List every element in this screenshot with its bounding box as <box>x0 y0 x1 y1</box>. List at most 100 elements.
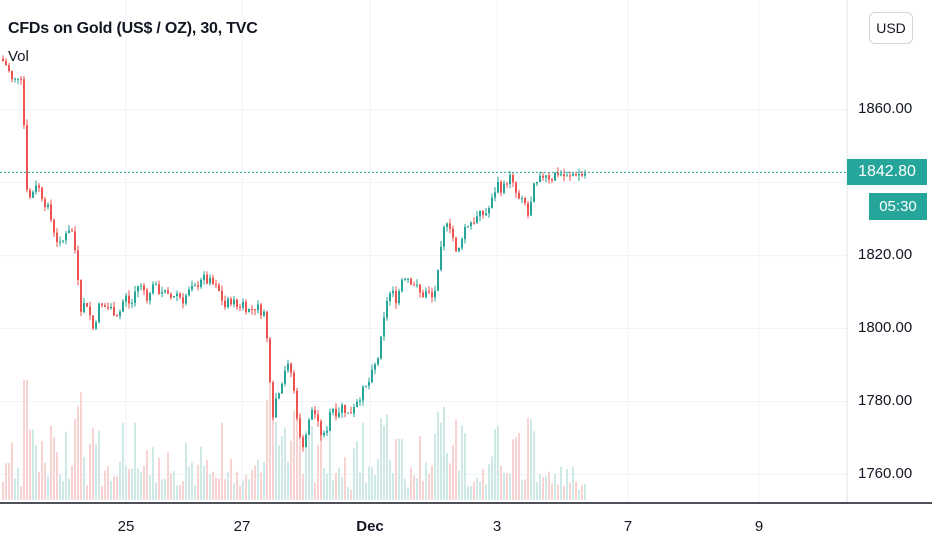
candle <box>275 392 277 418</box>
volume-bar <box>143 466 145 500</box>
volume-bar <box>371 467 373 500</box>
candle-body <box>5 61 7 66</box>
volume-bar <box>128 468 130 500</box>
candle-body <box>308 419 310 435</box>
candle <box>398 288 400 306</box>
volume-bar <box>491 456 493 500</box>
volume-bar <box>191 462 193 500</box>
candle <box>347 412 349 414</box>
candle <box>299 414 301 439</box>
candle-body <box>509 175 511 185</box>
volume-bar <box>212 471 214 500</box>
volume-bar <box>104 470 106 500</box>
candle-body <box>182 297 184 304</box>
volume-bar <box>521 480 523 500</box>
volume-bar <box>239 485 241 500</box>
candle <box>125 292 127 307</box>
volume-bar <box>533 431 535 500</box>
volume-bar <box>506 473 508 500</box>
candle-body <box>467 226 469 228</box>
volume-bar <box>275 422 277 500</box>
candle-body <box>263 311 265 316</box>
volume-bar <box>209 474 211 500</box>
volume-bar <box>539 474 541 500</box>
volume-bar <box>575 481 577 500</box>
candle-body <box>239 307 241 309</box>
candle <box>248 308 250 313</box>
candle-body <box>545 175 547 178</box>
candle-body <box>215 284 217 286</box>
candle-body <box>431 292 433 298</box>
volume-bar <box>497 425 499 500</box>
candle-body <box>371 369 373 382</box>
volume-bar <box>581 485 583 500</box>
candle-body <box>533 183 535 202</box>
candle-body <box>332 408 334 413</box>
candle <box>437 269 439 292</box>
candle-body <box>20 78 22 80</box>
candle-body <box>65 233 67 241</box>
candle <box>473 217 475 225</box>
candle-body <box>227 298 229 308</box>
candle <box>452 225 454 242</box>
volume-bar <box>2 481 4 500</box>
candle-body <box>248 308 250 313</box>
candle <box>224 295 226 310</box>
volume-bar <box>131 468 133 500</box>
candle-body <box>491 197 493 209</box>
candle-body <box>176 293 178 297</box>
volume-bar <box>182 481 184 500</box>
volume-bar <box>86 485 88 500</box>
volume-bar <box>530 418 532 500</box>
candle <box>122 299 124 313</box>
candle <box>230 296 232 307</box>
volume-bar <box>170 473 172 500</box>
volume-bar <box>563 486 565 500</box>
candle <box>320 419 322 441</box>
candle-body <box>476 216 478 223</box>
candle <box>344 404 346 418</box>
currency-button[interactable]: USD <box>869 12 913 44</box>
candle-body <box>566 175 568 177</box>
candle <box>170 292 172 300</box>
volume-bar <box>146 450 148 500</box>
candle <box>362 385 364 406</box>
candle-body <box>17 78 19 80</box>
candle <box>482 210 484 219</box>
volume-bar <box>362 422 364 500</box>
candles <box>2 55 586 452</box>
volume-bar <box>416 478 418 500</box>
volume-bar <box>47 475 49 500</box>
candle-body <box>512 175 514 183</box>
candle-body <box>212 277 214 285</box>
volume-bar <box>377 459 379 500</box>
volume-bar <box>353 448 355 500</box>
candle <box>356 399 358 408</box>
candle <box>449 218 451 234</box>
candle <box>350 406 352 414</box>
candle <box>332 408 334 416</box>
candle-body <box>110 306 112 309</box>
candle-body <box>209 277 211 284</box>
volume-bar <box>218 478 220 500</box>
candle <box>380 336 382 361</box>
volume-bar <box>341 476 343 500</box>
candle-body <box>353 406 355 414</box>
volume-bar <box>167 452 169 500</box>
candle-body <box>191 286 193 290</box>
candle-body <box>281 383 283 394</box>
candle-body <box>539 175 541 182</box>
candle-body <box>386 301 388 318</box>
candle-body <box>560 174 562 176</box>
candle-body <box>206 274 208 284</box>
volume-bar <box>560 466 562 500</box>
candle-body <box>389 293 391 302</box>
volume-bar <box>569 482 571 500</box>
candle <box>14 77 16 83</box>
volume-indicator-label[interactable]: Vol <box>8 48 29 65</box>
volume-bar <box>176 485 178 500</box>
volume-bar <box>545 475 547 500</box>
candle <box>35 180 37 195</box>
candle <box>77 245 79 286</box>
